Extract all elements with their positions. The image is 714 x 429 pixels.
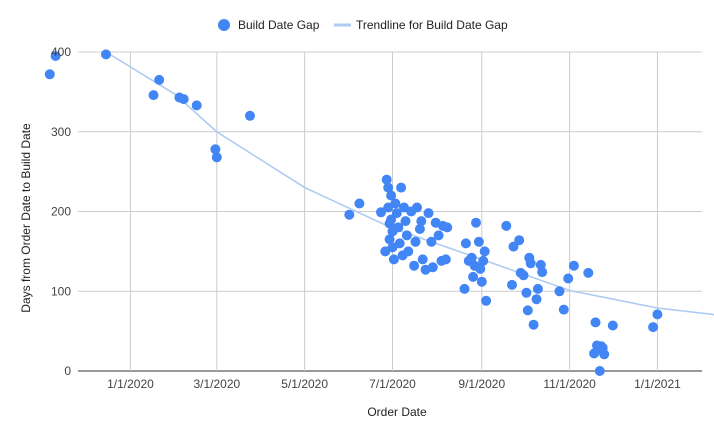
x-tick-label: 11/1/2020: [543, 377, 596, 391]
data-point: [514, 235, 525, 246]
data-point: [522, 305, 533, 316]
data-point: [391, 208, 402, 219]
data-point: [471, 217, 481, 228]
data-point: [344, 209, 355, 220]
data-point: [568, 260, 579, 271]
x-axis-title: Order Date: [367, 405, 427, 419]
data-point: [210, 144, 221, 155]
data-point: [466, 252, 477, 263]
trendline-path: [105, 51, 714, 316]
data-point: [433, 230, 444, 241]
data-point: [468, 271, 479, 282]
data-point: [50, 51, 61, 61]
data-point: [537, 267, 548, 278]
data-point: [558, 304, 569, 315]
data-point: [400, 216, 411, 227]
x-tick-label: 9/1/2020: [458, 377, 505, 391]
data-point: [410, 236, 421, 247]
data-point: [648, 322, 659, 333]
data-point: [390, 198, 401, 209]
data-point: [386, 214, 397, 225]
data-point: [393, 222, 404, 233]
legend-label-build-date-gap: Build Date Gap: [238, 18, 320, 32]
legend-marker-build-date-gap: [218, 19, 230, 31]
y-tick-label: 400: [51, 45, 71, 59]
data-point: [652, 309, 663, 320]
data-point: [475, 263, 486, 274]
data-point: [101, 49, 111, 60]
data-point: [521, 287, 532, 298]
data-point: [416, 216, 427, 227]
data-point: [427, 262, 438, 273]
y-tick-label: 300: [51, 125, 71, 139]
y-tick-label: 200: [51, 205, 71, 219]
legend: Build Date Gap Trendline for Build Date …: [218, 18, 508, 32]
data-point: [563, 273, 574, 284]
data-point: [532, 283, 543, 294]
data-point: [473, 236, 484, 247]
data-point: [476, 276, 487, 287]
data-points: [44, 49, 663, 376]
data-point: [525, 258, 536, 269]
data-point: [191, 100, 202, 111]
data-point: [554, 286, 565, 297]
data-point: [409, 260, 420, 271]
data-point: [394, 238, 405, 249]
data-point: [607, 320, 618, 331]
data-point: [44, 69, 55, 80]
data-point: [460, 238, 471, 249]
y-axis-ticks: 0 100 200 300 400: [51, 45, 71, 378]
data-point: [383, 182, 394, 193]
data-point: [459, 283, 470, 294]
data-point: [426, 236, 437, 247]
data-point: [479, 246, 490, 257]
data-point: [386, 190, 397, 201]
data-point: [583, 267, 594, 278]
data-point: [154, 74, 165, 85]
data-point: [518, 270, 529, 281]
data-point: [481, 295, 492, 306]
x-tick-label: 7/1/2020: [369, 377, 416, 391]
data-point: [414, 224, 425, 234]
data-point: [148, 90, 159, 101]
data-point: [442, 222, 453, 233]
data-point: [417, 254, 428, 265]
x-axis-ticks: 1/1/2020 3/1/2020 5/1/2020 7/1/2020 9/1/2020…: [107, 377, 681, 391]
legend-label-trendline: Trendline for Build Date Gap: [356, 18, 508, 32]
data-point: [178, 94, 189, 105]
data-point: [384, 234, 395, 245]
y-tick-label: 100: [51, 284, 71, 298]
trendline: [105, 51, 714, 316]
data-point: [531, 294, 542, 305]
data-point: [594, 366, 605, 376]
data-point: [412, 202, 422, 213]
data-point: [381, 174, 392, 185]
data-point: [440, 254, 451, 265]
data-point: [507, 279, 517, 290]
data-point: [388, 254, 399, 265]
data-point: [403, 246, 414, 257]
data-point: [590, 317, 601, 328]
data-point: [376, 207, 386, 218]
data-point: [354, 198, 365, 209]
data-point: [478, 255, 489, 266]
data-point: [599, 349, 610, 360]
data-point: [528, 319, 539, 330]
x-tick-label: 1/1/2020: [107, 377, 154, 391]
data-point: [245, 110, 255, 121]
data-point: [423, 208, 434, 219]
x-tick-label: 1/1/2021: [634, 377, 681, 391]
data-point: [211, 152, 222, 163]
x-tick-label: 5/1/2020: [281, 377, 328, 391]
data-point: [401, 230, 412, 241]
data-point: [508, 241, 519, 252]
y-tick-label: 0: [64, 364, 71, 378]
y-axis-title: Days from Order Date to Build Date: [19, 123, 33, 313]
data-point: [501, 220, 512, 231]
x-tick-label: 3/1/2020: [193, 377, 240, 391]
data-point: [396, 182, 407, 193]
